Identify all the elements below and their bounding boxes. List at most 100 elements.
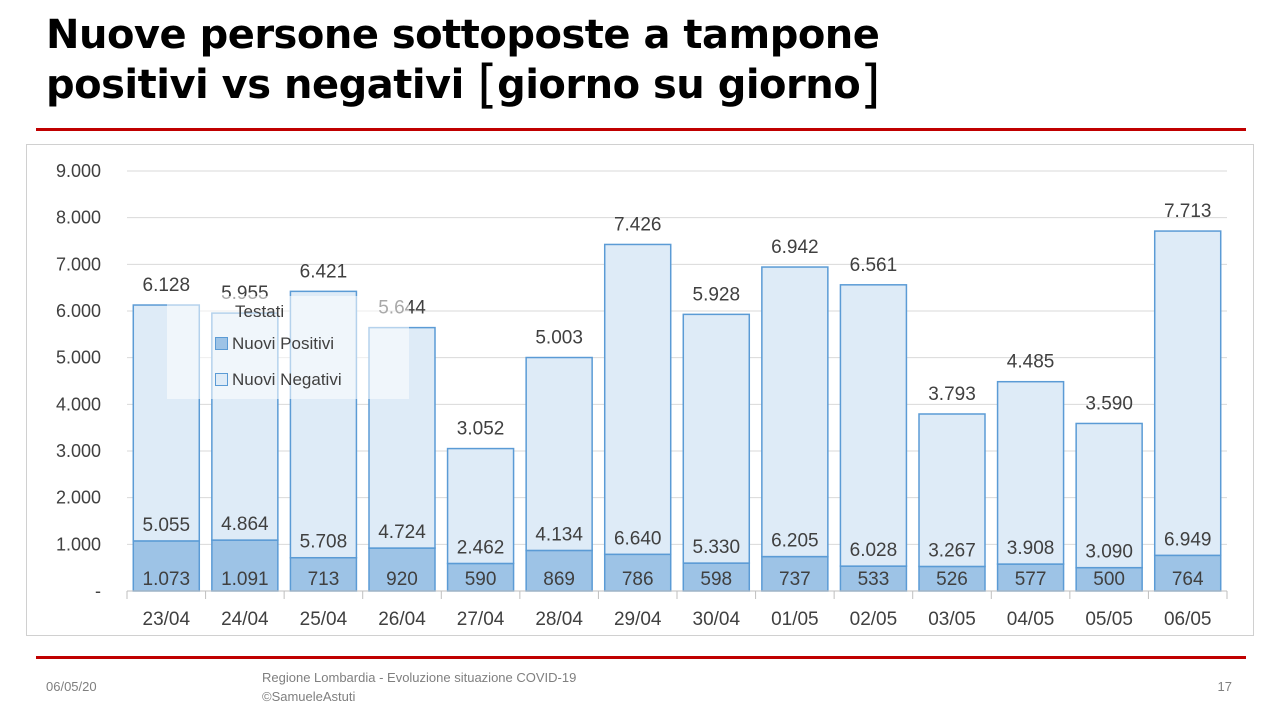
legend-item-positivi: Nuovi Positivi: [215, 334, 334, 354]
chart-frame: - 1.000 2.000 3.000 4.000 5.000 6.000 7.000 8.00…: [26, 144, 1254, 636]
data-label-positivi: 1.073: [143, 569, 191, 590]
data-label-testati: 3.590: [1085, 393, 1133, 414]
legend-item-negativi: Nuovi Negativi: [215, 370, 342, 390]
data-label-testati: 6.942: [771, 237, 819, 258]
stacked-bar-chart: - 1.000 2.000 3.000 4.000 5.000 6.000 7.000 8.00…: [56, 161, 1228, 630]
x-tick-label: 05/05: [1085, 609, 1133, 630]
bar-negativi: [525, 356, 593, 552]
data-label-negativi: 6.640: [614, 528, 662, 549]
data-label-testati: 6.561: [850, 255, 898, 276]
data-label-testati: 4.485: [1007, 352, 1055, 373]
chart-legend: Testati Nuovi Positivi Nuovi Negativi: [167, 296, 409, 399]
data-label-testati: 3.052: [457, 419, 505, 440]
x-tick-label: 29/04: [614, 609, 662, 630]
data-label-negativi: 3.267: [928, 540, 976, 561]
x-tick-label: 27/04: [457, 609, 505, 630]
x-tick-label: 02/05: [850, 609, 898, 630]
data-label-negativi: 5.330: [693, 537, 741, 558]
title-bracket-open: [: [477, 55, 498, 115]
x-tick-label: 01/05: [771, 609, 819, 630]
data-label-testati: 7.713: [1164, 201, 1212, 222]
bar-negativi: [1153, 230, 1222, 557]
title-divider: [36, 128, 1246, 131]
footer-source-line-1: Regione Lombardia - Evoluzione situazion…: [262, 670, 577, 685]
title-bracket-text: giorno su giorno: [497, 62, 861, 108]
data-label-positivi: 598: [700, 569, 732, 590]
data-label-positivi: 577: [1015, 569, 1047, 590]
y-tick-label: 4.000: [56, 394, 101, 414]
y-tick-label: 1.000: [56, 534, 101, 554]
y-tick-label: 9.000: [56, 161, 101, 181]
y-tick-label: -: [95, 581, 101, 601]
data-label-positivi: 786: [622, 569, 654, 590]
legend-swatch-positivi: [215, 337, 228, 350]
slide-title: Nuove persone sottoposte a tampone posit…: [46, 10, 881, 111]
data-label-testati: 5.003: [535, 328, 583, 349]
data-label-positivi: 713: [308, 569, 340, 590]
x-tick-label: 04/05: [1007, 609, 1055, 630]
title-line-2-text: positivi vs negativi: [46, 62, 478, 108]
data-label-negativi: 2.462: [457, 537, 505, 558]
y-tick-label: 2.000: [56, 488, 101, 508]
title-line-1: Nuove persone sottoposte a tampone: [46, 12, 880, 58]
legend-label-positivi: Nuovi Positivi: [232, 334, 335, 353]
footer-source-line-2: ©SamueleAstuti: [262, 689, 356, 704]
bar-positivi: [1153, 554, 1222, 592]
data-label-negativi: 3.908: [1007, 538, 1055, 559]
y-tick-label: 8.000: [56, 208, 101, 228]
bar-negativi: [446, 447, 515, 565]
footer-source: Regione Lombardia - Evoluzione situazion…: [262, 668, 576, 706]
bar-negativi: [839, 284, 908, 567]
data-label-testati: 6.128: [143, 275, 191, 296]
data-label-negativi: 6.949: [1164, 529, 1212, 550]
data-label-negativi: 5.055: [143, 515, 191, 536]
bar-positivi: [839, 565, 908, 592]
bar-negativi: [918, 413, 986, 568]
data-label-testati: 6.421: [300, 261, 348, 282]
bar-negativi: [761, 266, 829, 558]
x-tick-label: 03/05: [928, 609, 976, 630]
legend-swatch-negativi: [215, 373, 228, 386]
title-bracket-close: ]: [860, 55, 881, 115]
x-tick-label: 23/04: [143, 609, 191, 630]
data-label-positivi: 533: [858, 569, 890, 590]
title-line-2: positivi vs negativi [giorno su giorno]: [46, 59, 881, 111]
data-label-positivi: 737: [779, 569, 811, 590]
data-label-positivi: 869: [543, 569, 575, 590]
data-label-positivi: 764: [1172, 569, 1204, 590]
bar-negativi: [1075, 422, 1143, 569]
y-tick-label: 5.000: [56, 348, 101, 368]
data-label-negativi: 4.864: [221, 514, 269, 535]
legend-totals-label: Testati: [235, 302, 285, 321]
data-label-positivi: 526: [936, 569, 968, 590]
x-tick-label: 28/04: [535, 609, 583, 630]
bar-positivi: [525, 549, 593, 592]
footer-date: 06/05/20: [46, 679, 97, 694]
bar-negativi: [682, 313, 751, 564]
data-label-negativi: 4.724: [378, 522, 426, 543]
y-tick-label: 6.000: [56, 301, 101, 321]
x-tick-label: 06/05: [1164, 609, 1212, 630]
x-tick-label: 26/04: [378, 609, 426, 630]
x-tick-label: 25/04: [300, 609, 348, 630]
y-tick-label: 7.000: [56, 254, 101, 274]
y-tick-label: 3.000: [56, 441, 101, 461]
data-label-positivi: 1.091: [221, 569, 269, 590]
bar-positivi: [368, 547, 436, 592]
bar-positivi: [211, 539, 279, 592]
footer-divider: [36, 656, 1246, 659]
data-label-positivi: 920: [386, 569, 418, 590]
data-label-testati: 3.793: [928, 384, 976, 405]
data-label-positivi: 500: [1093, 569, 1125, 590]
x-tick-label: 24/04: [221, 609, 269, 630]
data-label-negativi: 3.090: [1085, 542, 1133, 563]
data-label-negativi: 6.028: [850, 540, 898, 561]
data-label-positivi: 590: [465, 569, 497, 590]
data-label-testati: 5.928: [693, 284, 741, 305]
bar-positivi: [918, 565, 986, 592]
x-tick-label: 30/04: [693, 609, 741, 630]
legend-label-negativi: Nuovi Negativi: [232, 370, 342, 389]
bar-negativi: [603, 243, 672, 556]
data-label-negativi: 6.205: [771, 531, 819, 552]
bar-negativi: [996, 380, 1065, 565]
